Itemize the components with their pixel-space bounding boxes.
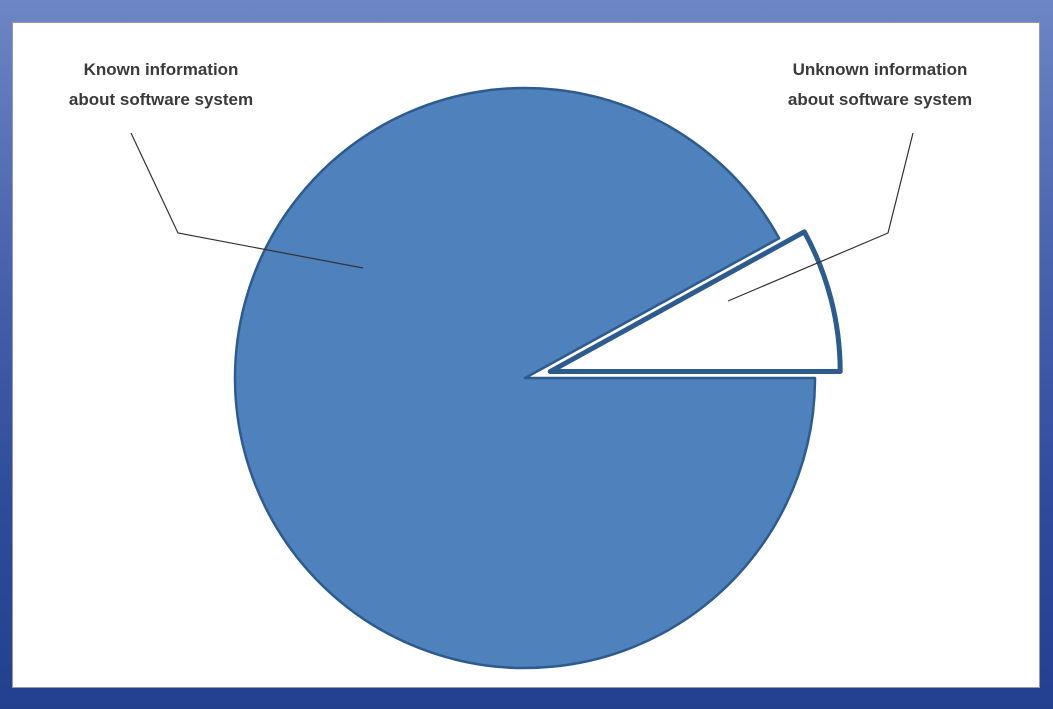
callout-leader-lines (130, 132, 914, 302)
leader-line-unknown (727, 132, 914, 302)
pie-slices (233, 86, 843, 670)
pie-slice-unknown (547, 229, 843, 375)
pie-chart: Known information about software system … (69, 60, 972, 670)
callout-unknown-line-1: Unknown information (793, 60, 968, 79)
pie-slice-known (233, 86, 817, 670)
callout-known: Known information about software system (69, 60, 253, 109)
chart-panel: Known information about software system … (12, 22, 1040, 688)
leader-line-known (130, 132, 364, 269)
callout-unknown-line-2: about software system (788, 90, 972, 109)
callout-unknown: Unknown information about software syste… (788, 60, 972, 109)
callout-known-line-1: Known information (84, 60, 239, 79)
callout-known-line-2: about software system (69, 90, 253, 109)
